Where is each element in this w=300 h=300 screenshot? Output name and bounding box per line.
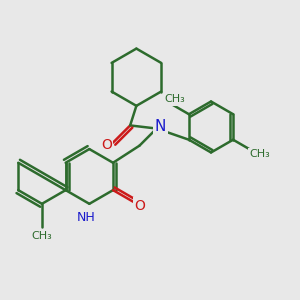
- Text: CH₃: CH₃: [32, 231, 52, 242]
- Text: O: O: [101, 138, 112, 152]
- Text: CH₃: CH₃: [165, 94, 185, 104]
- Text: NH: NH: [77, 211, 96, 224]
- Text: N: N: [154, 119, 166, 134]
- Text: CH₃: CH₃: [249, 149, 270, 160]
- Text: O: O: [134, 199, 146, 213]
